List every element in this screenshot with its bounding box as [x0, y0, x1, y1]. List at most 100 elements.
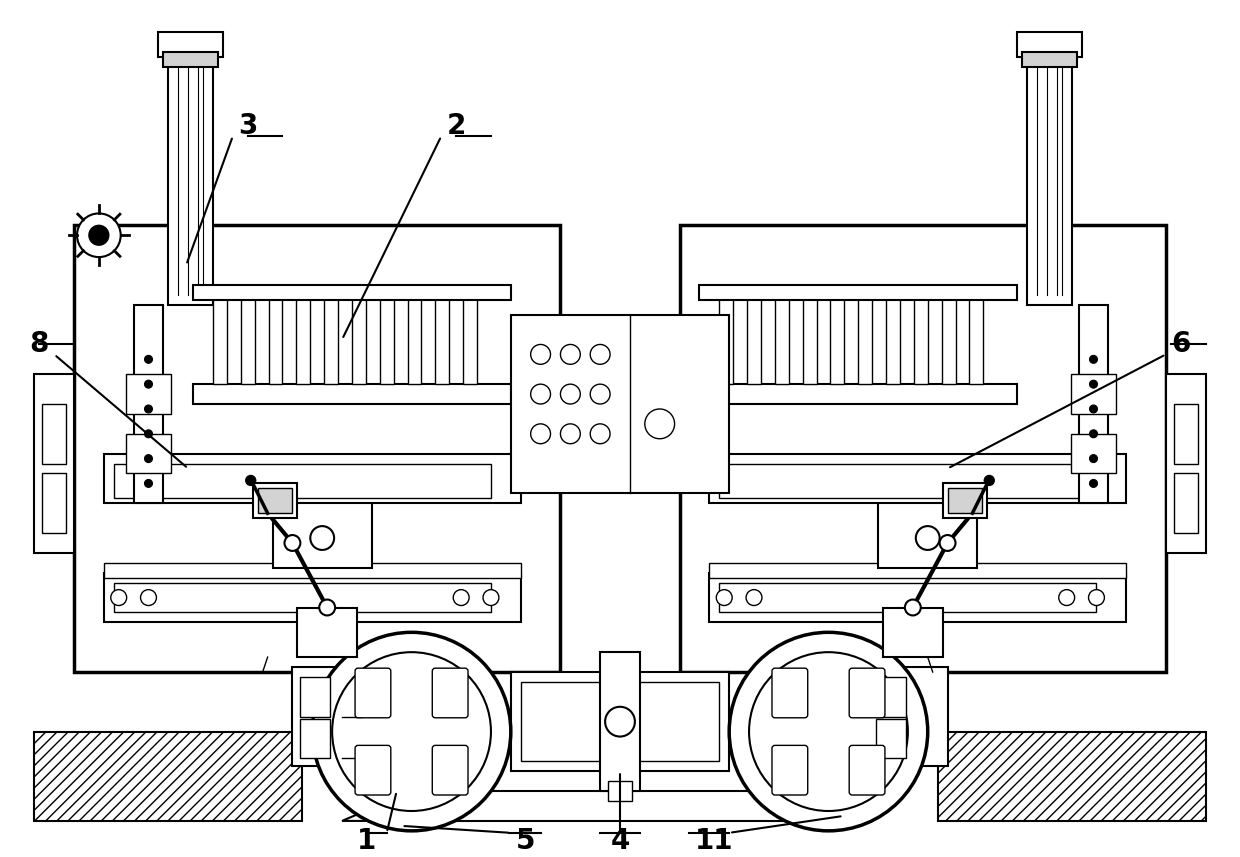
Circle shape [1059, 590, 1075, 606]
Bar [942, 483, 987, 518]
Bar [435, 295, 449, 384]
Bar [193, 384, 511, 404]
Bar [719, 464, 1096, 498]
Bar [35, 732, 303, 821]
Circle shape [246, 476, 255, 485]
Text: 6: 6 [1171, 331, 1190, 358]
Bar [883, 608, 942, 657]
Circle shape [145, 430, 153, 438]
Bar [296, 295, 310, 384]
Bar [680, 225, 1166, 672]
Bar [511, 672, 729, 771]
Circle shape [590, 424, 610, 444]
Circle shape [905, 600, 921, 615]
Bar [300, 719, 330, 758]
Bar [947, 488, 982, 513]
Circle shape [89, 225, 109, 245]
Bar [298, 608, 357, 657]
Bar [746, 295, 761, 384]
Bar [941, 295, 956, 384]
Bar [1079, 305, 1109, 503]
Circle shape [284, 535, 300, 551]
Circle shape [560, 384, 580, 404]
Bar [858, 295, 872, 384]
FancyBboxPatch shape [849, 668, 885, 718]
Polygon shape [342, 791, 412, 821]
Bar [1174, 474, 1198, 533]
Circle shape [319, 600, 335, 615]
Bar [719, 295, 733, 384]
Circle shape [145, 479, 153, 488]
Bar [914, 295, 928, 384]
Text: 4: 4 [610, 827, 630, 854]
Bar [464, 295, 477, 384]
Polygon shape [818, 791, 858, 821]
Bar [42, 404, 66, 464]
Bar [970, 295, 983, 384]
Bar [1022, 51, 1076, 67]
Bar [831, 295, 844, 384]
Bar [521, 682, 719, 761]
Bar [114, 583, 491, 613]
Bar [699, 285, 1017, 300]
Circle shape [1089, 590, 1105, 606]
Bar [258, 488, 293, 513]
Circle shape [140, 590, 156, 606]
Bar [74, 225, 560, 672]
Circle shape [560, 345, 580, 364]
Circle shape [110, 590, 126, 606]
Circle shape [145, 454, 153, 463]
Text: 2: 2 [446, 112, 466, 140]
Bar [293, 667, 372, 766]
Bar [379, 295, 393, 384]
Bar [35, 375, 74, 553]
Circle shape [531, 345, 551, 364]
FancyBboxPatch shape [433, 746, 467, 795]
Bar [382, 791, 858, 821]
Bar [699, 384, 1017, 404]
Bar [1166, 375, 1205, 553]
Circle shape [590, 345, 610, 364]
Bar [877, 677, 906, 716]
Bar [269, 295, 283, 384]
Text: 5: 5 [516, 827, 536, 854]
Circle shape [145, 405, 153, 413]
Circle shape [1090, 405, 1097, 413]
Circle shape [605, 707, 635, 736]
Circle shape [312, 632, 511, 830]
FancyBboxPatch shape [773, 746, 807, 795]
Circle shape [940, 535, 956, 551]
Bar [273, 498, 372, 568]
Bar [719, 583, 1096, 613]
Circle shape [717, 590, 732, 606]
Bar [42, 474, 66, 533]
Bar [352, 295, 366, 384]
Text: 11: 11 [696, 827, 734, 854]
Circle shape [1090, 454, 1097, 463]
Bar [868, 667, 947, 766]
Bar [213, 295, 227, 384]
Bar [104, 453, 521, 503]
Bar [937, 732, 1205, 821]
Circle shape [332, 652, 491, 811]
Bar [1070, 375, 1116, 414]
Bar [709, 453, 1126, 503]
Text: 3: 3 [238, 112, 258, 140]
Bar [1017, 32, 1081, 57]
Bar [300, 677, 330, 716]
Bar [1174, 404, 1198, 464]
Bar [125, 434, 171, 474]
Circle shape [985, 476, 994, 485]
Bar [775, 295, 789, 384]
Bar [709, 572, 1126, 622]
Bar [164, 51, 218, 67]
Circle shape [484, 590, 498, 606]
Circle shape [590, 384, 610, 404]
Circle shape [145, 356, 153, 363]
FancyBboxPatch shape [355, 746, 391, 795]
Bar [408, 295, 422, 384]
Bar [104, 563, 521, 578]
Circle shape [531, 384, 551, 404]
Bar [709, 563, 1126, 578]
Bar [600, 652, 640, 791]
